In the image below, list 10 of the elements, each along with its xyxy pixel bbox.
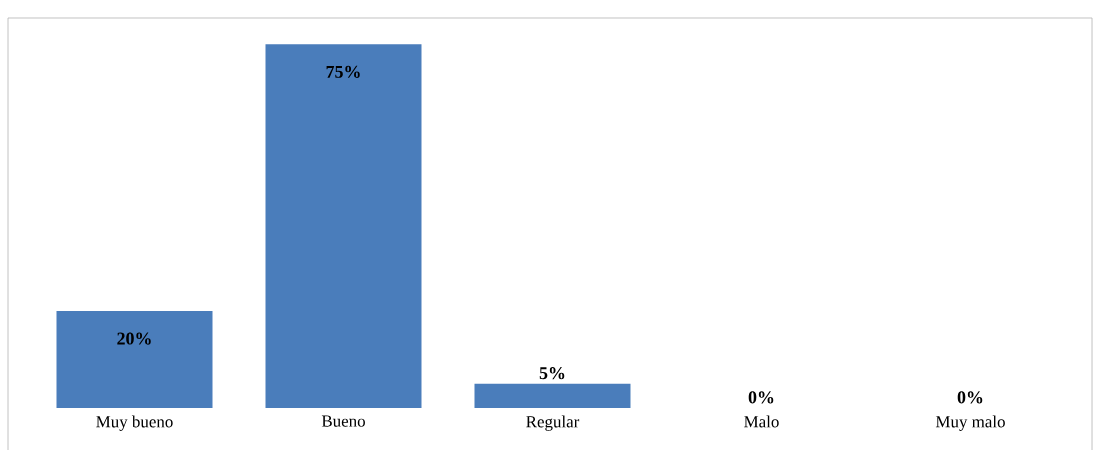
x-tick-label: Muy bueno	[96, 415, 173, 431]
data-label: 75%	[326, 65, 360, 78]
x-tick-label: Muy malo	[935, 415, 1005, 431]
data-label: 20%	[117, 332, 151, 345]
data-label: 5%	[539, 367, 565, 380]
x-tick-label: Malo	[744, 415, 779, 428]
x-tick-label: Regular	[526, 415, 580, 431]
data-label: 0%	[748, 391, 774, 404]
x-tick-label: Bueno	[321, 415, 365, 427]
data-label: 0%	[957, 391, 983, 404]
